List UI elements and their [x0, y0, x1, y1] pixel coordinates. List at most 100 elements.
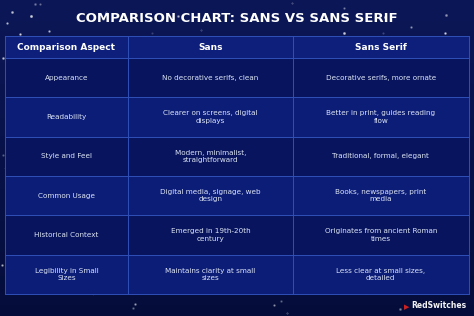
Bar	[0, 13, 474, 14]
Bar	[5, 137, 128, 176]
Bar	[0, 121, 474, 122]
Bar	[0, 1, 474, 2]
Bar	[128, 176, 292, 215]
Bar	[0, 182, 474, 183]
Bar	[0, 64, 474, 65]
Bar	[0, 30, 474, 31]
Bar	[0, 61, 474, 62]
Bar	[0, 45, 474, 46]
Bar	[0, 66, 474, 67]
Bar	[0, 107, 474, 108]
Bar	[0, 276, 474, 277]
Bar	[0, 214, 474, 215]
Bar	[0, 53, 474, 54]
Bar	[0, 164, 474, 165]
Bar	[0, 192, 474, 193]
Bar	[0, 300, 474, 301]
Bar	[0, 98, 474, 99]
Bar	[0, 143, 474, 144]
Text: COMPARISON CHART: SANS VS SANS SERIF: COMPARISON CHART: SANS VS SANS SERIF	[76, 11, 398, 25]
Bar	[0, 209, 474, 210]
Bar	[0, 257, 474, 258]
Bar	[0, 115, 474, 116]
Bar	[0, 78, 474, 79]
Bar	[0, 233, 474, 234]
Bar	[0, 295, 474, 296]
Bar	[0, 282, 474, 283]
Bar	[0, 235, 474, 236]
Bar	[0, 155, 474, 156]
Bar	[0, 92, 474, 93]
Bar	[0, 57, 474, 58]
Bar	[0, 62, 474, 63]
Text: Decorative serifs, more ornate: Decorative serifs, more ornate	[326, 75, 436, 81]
Bar	[0, 109, 474, 110]
Bar	[0, 188, 474, 189]
Bar	[0, 175, 474, 176]
Bar	[0, 262, 474, 263]
Bar	[0, 200, 474, 201]
Bar	[0, 87, 474, 88]
Bar	[0, 314, 474, 315]
Bar	[0, 265, 474, 266]
Bar	[0, 83, 474, 84]
Bar	[0, 280, 474, 281]
Bar	[0, 243, 474, 244]
Bar	[0, 187, 474, 188]
Bar	[0, 26, 474, 27]
Text: Historical Context: Historical Context	[34, 232, 99, 238]
Bar	[0, 125, 474, 126]
Bar	[0, 271, 474, 272]
Bar	[0, 86, 474, 87]
Bar	[0, 312, 474, 313]
Text: Modern, minimalist,
straightforward: Modern, minimalist, straightforward	[174, 149, 246, 163]
Bar	[0, 201, 474, 202]
Bar	[0, 12, 474, 13]
Bar	[0, 75, 474, 76]
Bar	[0, 135, 474, 136]
Bar	[0, 74, 474, 75]
Bar	[0, 274, 474, 275]
Bar	[0, 219, 474, 220]
Bar	[0, 139, 474, 140]
Text: Traditional, formal, elegant: Traditional, formal, elegant	[332, 153, 429, 159]
Bar	[0, 106, 474, 107]
Bar	[0, 169, 474, 170]
Bar	[0, 306, 474, 307]
Bar	[0, 207, 474, 208]
Bar	[0, 73, 474, 74]
Bar	[0, 4, 474, 5]
Bar	[0, 250, 474, 251]
Bar	[0, 234, 474, 235]
Bar	[0, 206, 474, 207]
Bar	[0, 311, 474, 312]
Bar	[0, 28, 474, 29]
Bar	[0, 14, 474, 15]
Bar	[5, 215, 128, 255]
Bar	[0, 10, 474, 11]
Text: Maintains clarity at small
sizes: Maintains clarity at small sizes	[165, 268, 255, 281]
Bar	[0, 224, 474, 225]
Bar	[0, 161, 474, 162]
Bar	[0, 222, 474, 223]
Bar	[0, 23, 474, 24]
Bar	[0, 153, 474, 154]
Text: Common Usage: Common Usage	[38, 193, 95, 199]
Bar	[0, 133, 474, 134]
Bar	[0, 236, 474, 237]
Bar	[0, 293, 474, 294]
Bar	[0, 51, 474, 52]
Bar	[0, 15, 474, 16]
Bar	[292, 137, 469, 176]
Bar	[0, 112, 474, 113]
Bar	[0, 68, 474, 69]
Bar	[0, 96, 474, 97]
Bar	[0, 240, 474, 241]
Bar	[5, 36, 128, 58]
Bar	[0, 84, 474, 85]
Bar	[0, 103, 474, 104]
Bar	[0, 89, 474, 90]
Bar	[0, 220, 474, 221]
Bar	[0, 163, 474, 164]
Bar	[0, 253, 474, 254]
